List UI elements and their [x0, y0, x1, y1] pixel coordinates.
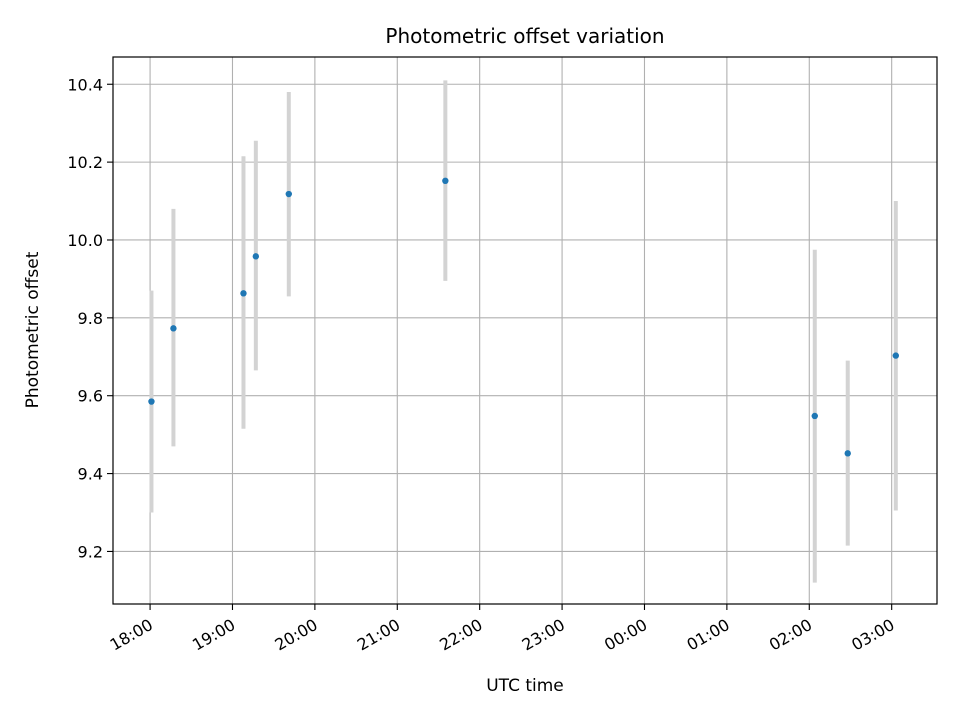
data-point [285, 190, 292, 198]
y-axis-ticks: 9.2 9.4 9.6 9.8 10.0 10.2 10.4 [67, 75, 113, 561]
chart-title: Photometric offset variation [385, 24, 664, 48]
grid [113, 57, 937, 604]
data-point [170, 325, 177, 332]
data-points [148, 177, 899, 457]
data-point [892, 352, 899, 359]
data-point [252, 253, 260, 260]
data-point [240, 290, 247, 297]
y-tick-label: 9.8 [78, 309, 103, 328]
y-tick-label: 10.4 [67, 75, 103, 94]
y-tick-label: 10.2 [67, 153, 103, 172]
y-tick-label: 9.2 [78, 542, 103, 561]
y-tick-label: 9.4 [78, 465, 103, 484]
data-point [844, 450, 851, 457]
data-point [442, 177, 449, 185]
y-tick-label: 9.6 [78, 387, 103, 406]
data-point [148, 398, 155, 405]
y-axis-label: Photometric offset [23, 251, 43, 408]
data-point [811, 412, 818, 420]
x-axis-label: UTC time [486, 676, 564, 696]
y-tick-label: 10.0 [67, 231, 103, 250]
plot-frame [112, 56, 938, 605]
